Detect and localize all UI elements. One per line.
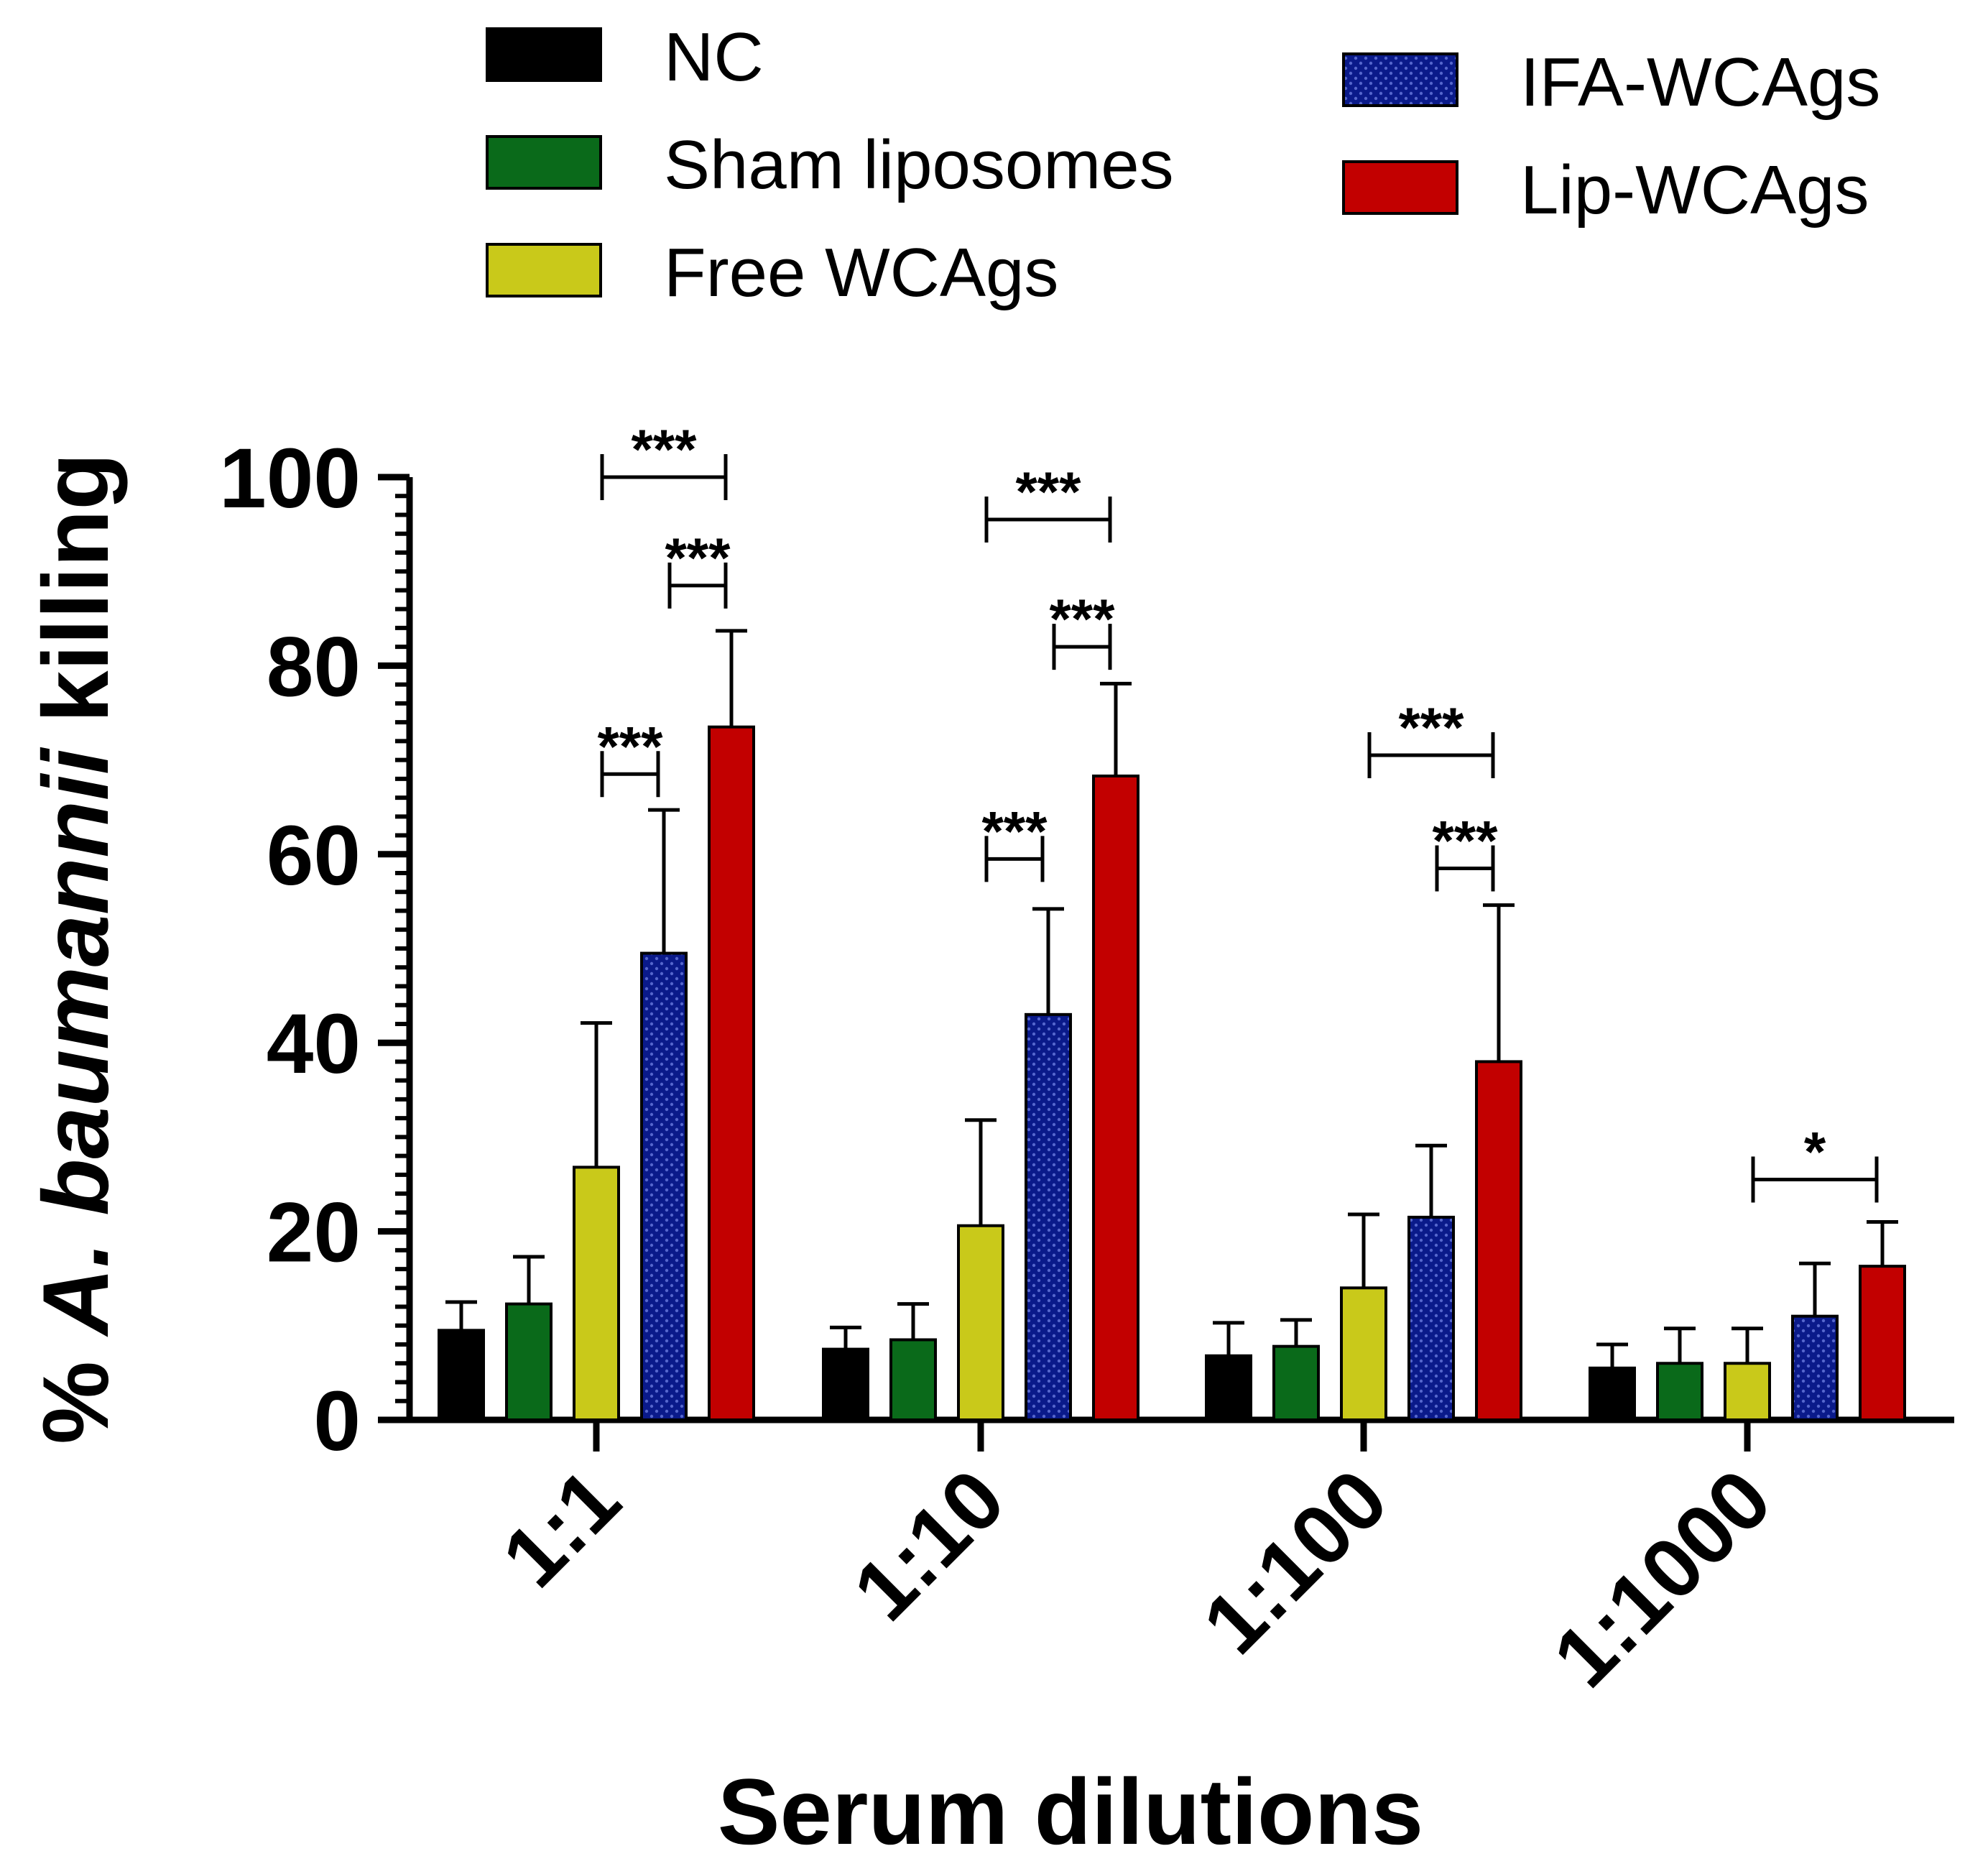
x-tick-label-1-100: 1:100 <box>1185 1452 1406 1672</box>
bars <box>438 725 1906 1422</box>
bar-ifa-wcags-1-1000 <box>1791 1314 1839 1422</box>
legend-label-lip-wcags: Lip-WCAgs <box>1520 152 1869 229</box>
bar-ifa-wcags-1-1 <box>640 951 688 1422</box>
y-axis-title-prefix: % <box>23 1335 128 1444</box>
x-tick-label-1-1000: 1:1000 <box>1535 1452 1789 1705</box>
bar-ifa-wcags-1-10 <box>1025 1012 1072 1421</box>
significance-brackets: ************************* <box>597 417 1879 1203</box>
x-axis-title: Serum dilutions <box>718 1759 1423 1864</box>
y-axis-title: % A. baumannii killing <box>23 453 128 1444</box>
y-tick-label: 0 <box>313 1374 361 1469</box>
legend-label-free-wcags: Free WCAgs <box>664 234 1058 311</box>
sig-label-0: *** <box>597 714 663 777</box>
bar-nc-1-1000 <box>1589 1366 1636 1421</box>
bar-nc-1-10 <box>822 1347 869 1421</box>
legend-label-sham-liposomes: Sham liposomes <box>664 126 1174 203</box>
bar-free-wcags-1-10 <box>957 1224 1004 1422</box>
bar-lip-wcags-1-1 <box>708 725 755 1421</box>
x-ticks: 1:1 1:10 1:100 1:1000 <box>484 1420 1789 1705</box>
sig-label-6: *** <box>1432 808 1498 872</box>
bar-lip-wcags-1-1000 <box>1859 1265 1906 1422</box>
y-axis-title-italic: A. baumannii <box>23 747 128 1337</box>
bar-ifa-wcags-1-100 <box>1407 1215 1455 1422</box>
y-tick-label: 80 <box>267 619 361 714</box>
sig-label-7: *** <box>1398 696 1464 759</box>
bar-lip-wcags-1-100 <box>1475 1060 1522 1421</box>
x-tick-label-1-10: 1:10 <box>836 1452 1022 1638</box>
bar-nc-1-1 <box>438 1329 485 1421</box>
sig-label-8: * <box>1804 1120 1826 1183</box>
legend-swatch-nc <box>486 27 602 82</box>
y-tick-label: 100 <box>219 431 361 526</box>
legend-swatch-lip-wcags <box>1342 160 1458 215</box>
bar-sham-liposomes-1-1000 <box>1656 1362 1703 1422</box>
bar-lip-wcags-1-10 <box>1092 774 1139 1422</box>
x-tick-label-1-1: 1:1 <box>484 1452 638 1605</box>
bar-sham-liposomes-1-1 <box>505 1302 553 1422</box>
sig-label-4: *** <box>1049 587 1115 650</box>
y-tick-label: 60 <box>267 808 361 903</box>
legend-swatch-free-wcags <box>486 243 602 297</box>
y-ticks: 0 20 40 60 80 100 <box>219 431 410 1469</box>
y-tick-label: 20 <box>267 1186 361 1280</box>
bar-nc-1-100 <box>1205 1354 1252 1422</box>
sig-label-1: *** <box>665 526 731 589</box>
sig-label-2: *** <box>631 417 697 481</box>
bar-free-wcags-1-100 <box>1340 1286 1387 1421</box>
bar-sham-liposomes-1-100 <box>1272 1344 1320 1421</box>
sig-label-3: *** <box>981 799 1048 862</box>
y-tick-label: 40 <box>267 997 361 1092</box>
legend-swatch-ifa-wcags <box>1342 52 1458 107</box>
legend-label-ifa-wcags: IFA-WCAgs <box>1520 44 1880 121</box>
sig-label-5: *** <box>1015 460 1081 523</box>
y-axis-title-suffix: killing <box>23 453 128 749</box>
error-bars <box>445 629 1898 1368</box>
bar-sham-liposomes-1-10 <box>889 1338 937 1421</box>
legend-swatch-sham-liposomes <box>486 135 602 190</box>
legend-label-nc: NC <box>664 19 764 96</box>
legend: NC Sham liposomes Free WCAgs IFA-WCAgs Lip-W… <box>486 19 1880 311</box>
bar-free-wcags-1-1000 <box>1724 1362 1771 1422</box>
bar-free-wcags-1-1 <box>573 1166 620 1422</box>
